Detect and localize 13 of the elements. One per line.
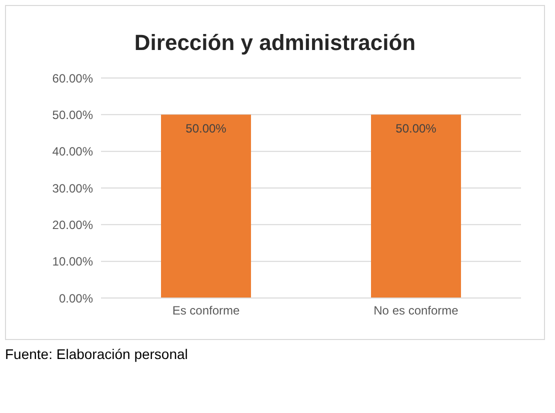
data-label: 50.00%	[186, 122, 227, 136]
data-label: 50.00%	[396, 122, 437, 136]
y-tick-label: 40.00%	[52, 144, 94, 159]
y-tick-label: 0.00%	[58, 291, 94, 306]
y-tick-label: 30.00%	[52, 181, 94, 196]
y-tick-label: 50.00%	[52, 108, 94, 122]
y-tick-label: 10.00%	[52, 254, 94, 269]
source-note: Fuente: Elaboración personal	[5, 346, 189, 362]
x-tick-label: No es conforme	[374, 304, 459, 318]
y-tick-label: 20.00%	[52, 218, 94, 232]
y-tick-label: 60.00%	[52, 71, 94, 86]
x-tick-label: Es conforme	[172, 304, 240, 318]
chart-title: Dirección y administración	[133, 29, 417, 57]
